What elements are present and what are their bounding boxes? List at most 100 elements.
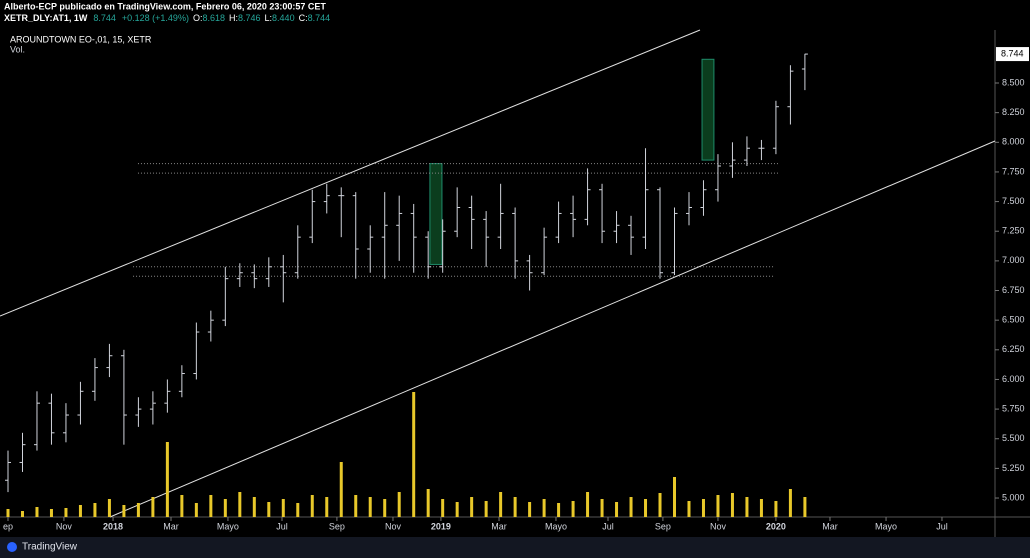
- volume-bar: [441, 499, 445, 517]
- volume-bar: [383, 499, 387, 517]
- volume-bar: [701, 499, 705, 517]
- y-tick-label: 7.500: [1002, 196, 1025, 206]
- volume-bar: [238, 492, 242, 517]
- x-tick-label: Nov: [385, 521, 402, 531]
- volume-bar: [788, 489, 792, 517]
- volume-bar: [107, 499, 111, 517]
- ohlc-key: O:: [193, 13, 203, 23]
- y-tick-label: 5.250: [1002, 463, 1025, 473]
- y-tick-label: 6.750: [1002, 285, 1025, 295]
- x-tick-label: Jul: [276, 521, 288, 531]
- x-tick-label: Mar: [163, 521, 179, 531]
- ohlc-key: H:: [229, 13, 238, 23]
- symbol-line: XETR_DLY:AT1, 1W 8.744 +0.128 (+1.49%) O:8.…: [4, 13, 330, 23]
- ohlc-key: C:: [299, 13, 308, 23]
- y-tick-label: 6.250: [1002, 344, 1025, 354]
- volume-bar: [267, 502, 271, 517]
- y-tick-label: 5.500: [1002, 433, 1025, 443]
- volume-bar: [571, 501, 575, 517]
- publisher-line: Alberto-ECP publicado en TradingView.com…: [4, 1, 326, 11]
- volume-bar: [354, 495, 358, 517]
- volume-bar: [64, 508, 68, 517]
- volume-bar: [629, 497, 633, 517]
- volume-bar: [745, 497, 749, 517]
- volume-bar: [397, 492, 401, 517]
- y-tick-label: 8.000: [1002, 137, 1025, 147]
- volume-bar: [644, 499, 648, 517]
- branding: TradingView: [22, 542, 78, 553]
- change: +0.128 (+1.49%): [122, 13, 189, 23]
- volume-bar: [716, 495, 720, 517]
- volume-bar: [209, 495, 213, 517]
- trendline: [0, 29, 701, 317]
- volume-bar: [455, 502, 459, 517]
- x-tick-label: Mayo: [875, 521, 897, 531]
- y-tick-label: 8.250: [1002, 107, 1025, 117]
- x-tick-label: Mayo: [545, 521, 567, 531]
- y-tick-label: 7.250: [1002, 226, 1025, 236]
- volume-bar: [49, 509, 53, 517]
- ohlc-value: 8.440: [272, 13, 295, 23]
- volume-bar: [730, 493, 734, 517]
- volume-bar: [586, 492, 590, 517]
- volume-bar: [557, 503, 561, 517]
- ohlc-value: 8.744: [308, 13, 331, 23]
- x-tick-label: Mar: [491, 521, 507, 531]
- y-tick-label: 5.000: [1002, 492, 1025, 502]
- ohlc-value: 8.746: [238, 13, 261, 23]
- y-tick-label: 8.500: [1002, 77, 1025, 87]
- volume-bar: [615, 502, 619, 517]
- x-tick-label: 2018: [103, 521, 123, 531]
- volume-bar: [223, 499, 227, 517]
- x-tick-label: Jul: [936, 521, 948, 531]
- volume-bar: [78, 505, 82, 517]
- x-tick-label: 2019: [431, 521, 451, 531]
- x-tick-label: Nov: [710, 521, 727, 531]
- x-tick-label: Jul: [602, 521, 614, 531]
- x-tick-label: Mar: [822, 521, 838, 531]
- volume-bar: [528, 502, 532, 517]
- volume-bar: [658, 493, 662, 517]
- ohlc-value: 8.618: [202, 13, 225, 23]
- volume-bar: [296, 503, 300, 517]
- x-tick-label: Nov: [56, 521, 73, 531]
- volume-bar: [803, 497, 807, 517]
- y-tick-label: 6.500: [1002, 315, 1025, 325]
- volume-bar: [774, 501, 778, 517]
- logo-icon: [7, 542, 17, 552]
- last-price: 8.744: [93, 13, 116, 23]
- x-tick-label: Mayo: [217, 521, 239, 531]
- volume-bar: [165, 442, 169, 517]
- last-price-box: [996, 47, 1029, 62]
- volume-bar: [542, 499, 546, 517]
- volume-label: Vol.: [10, 44, 25, 54]
- volume-bar: [136, 503, 140, 517]
- volume-bar: [672, 477, 676, 517]
- volume-bar: [151, 497, 155, 517]
- legend-title: AROUNDTOWN EO-,01, 15, XETR: [10, 34, 152, 44]
- volume-bar: [426, 489, 430, 517]
- volume-bar: [412, 392, 416, 517]
- volume-bar: [687, 501, 691, 517]
- volume-bar: [281, 499, 285, 517]
- ohlc-key: L:: [265, 13, 273, 23]
- volume-bar: [470, 497, 474, 517]
- volume-bar: [180, 495, 184, 517]
- zone: [701, 58, 715, 161]
- volume-bar: [513, 497, 517, 517]
- x-tick-label: Sep: [655, 521, 671, 531]
- last-price-label: 8.744: [1001, 48, 1024, 58]
- y-tick-label: 5.750: [1002, 403, 1025, 413]
- volume-bar: [252, 497, 256, 517]
- zone: [429, 163, 443, 265]
- volume-bar: [600, 499, 604, 517]
- volume-bar: [122, 505, 126, 517]
- volume-bar: [194, 503, 198, 517]
- x-tick-label: Sep: [329, 521, 345, 531]
- y-tick-label: 7.750: [1002, 166, 1025, 176]
- volume-bar: [484, 501, 488, 517]
- x-tick-label: ep: [3, 521, 13, 531]
- volume-bar: [499, 492, 503, 517]
- volume-bar: [759, 499, 763, 517]
